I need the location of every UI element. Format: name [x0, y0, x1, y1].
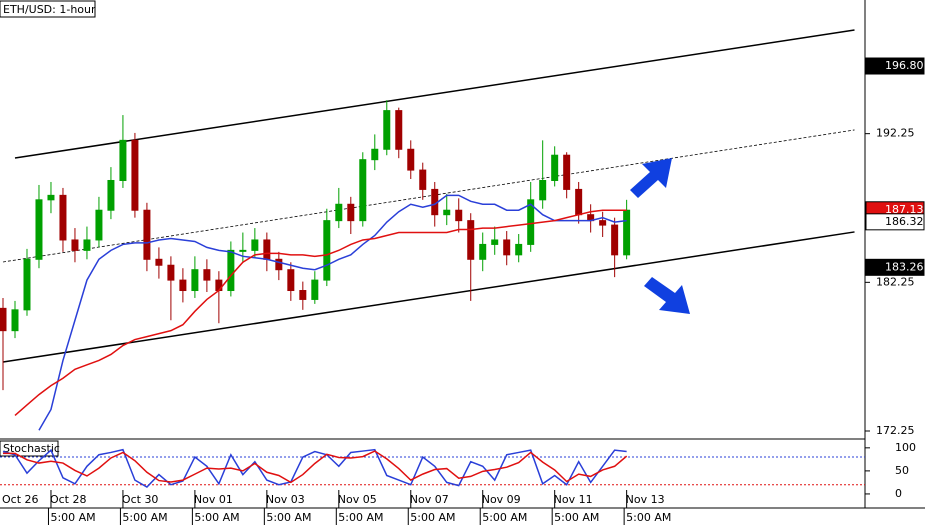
- candle-body: [119, 139, 127, 181]
- candle-body: [227, 249, 235, 292]
- x-tick-label: Nov 11: [554, 493, 593, 506]
- title-box: [0, 0, 96, 18]
- price-label-box: [865, 57, 925, 75]
- candle-body: [71, 239, 79, 251]
- candle-body: [143, 209, 151, 260]
- stochastic-tick-label: 100: [895, 441, 916, 454]
- stochastic-line: [3, 450, 628, 484]
- price-label: 186.32: [885, 215, 924, 228]
- y-tick-label: 172.25: [876, 424, 915, 437]
- price-label-box: [865, 258, 925, 276]
- candle-body: [287, 269, 295, 292]
- stochastic-tick-label: 50: [895, 464, 909, 477]
- y-tick-label: 182.25: [876, 275, 915, 288]
- y-tick-label: 192.25: [876, 127, 915, 140]
- candle-body: [395, 110, 403, 150]
- x-time-label: 5:00 AM: [410, 511, 455, 524]
- candle-body: [563, 154, 571, 190]
- candle-body: [95, 209, 103, 241]
- candle-body: [359, 159, 367, 222]
- candle-body: [251, 239, 259, 251]
- candle-body: [11, 309, 19, 332]
- candle-body: [191, 269, 199, 292]
- candle-body: [167, 264, 175, 281]
- candle-body: [551, 154, 559, 181]
- x-tick-label: Nov 13: [626, 493, 665, 506]
- candle-body: [83, 239, 91, 251]
- x-tick-label: Nov 01: [194, 493, 233, 506]
- candle-body: [323, 220, 331, 281]
- candle-body: [503, 239, 511, 256]
- candle-body: [599, 220, 607, 226]
- price-label: 187.13: [885, 203, 924, 216]
- x-tick-label: Nov 09: [482, 493, 521, 506]
- x-tick-label: Oct 30: [122, 493, 159, 506]
- price-label-box: [865, 213, 925, 231]
- candle-body: [539, 179, 547, 201]
- x-time-label: 5:00 AM: [338, 511, 383, 524]
- x-tick-label: Nov 07: [410, 493, 449, 506]
- x-time-label: 5:00 AM: [266, 511, 311, 524]
- x-tick-label: Oct 28: [50, 493, 87, 506]
- stochastic-label-box: [0, 440, 59, 457]
- candle-body: [203, 269, 211, 281]
- candle-body: [47, 194, 55, 201]
- candle-body: [467, 220, 475, 260]
- candle-body: [107, 179, 115, 211]
- candle-body: [491, 239, 499, 245]
- candle-body: [479, 243, 487, 260]
- candle-body: [59, 194, 67, 241]
- candle-body: [335, 203, 343, 222]
- x-tick-label: Nov 05: [338, 493, 377, 506]
- x-time-label: 5:00 AM: [482, 511, 527, 524]
- price-label: 196.80: [885, 59, 924, 72]
- stochastic-line: [2, 448, 627, 488]
- stochastic-tick-label: 0: [895, 487, 902, 500]
- x-time-label: 5:00 AM: [554, 511, 599, 524]
- candle-body: [407, 148, 415, 171]
- candle-body: [383, 110, 391, 150]
- x-time-label: 5:00 AM: [50, 511, 95, 524]
- candle-body: [419, 169, 427, 190]
- candle-body: [239, 249, 247, 252]
- down-arrow: [644, 277, 690, 314]
- trendline: [2, 129, 855, 263]
- candle-body: [527, 199, 535, 245]
- candle-body: [23, 258, 31, 311]
- chart-title: ETH/USD: 1-hour: [3, 3, 96, 16]
- candle-body: [455, 209, 463, 222]
- candle-body: [263, 239, 271, 260]
- candle-body: [0, 307, 7, 332]
- candle-body: [443, 209, 451, 216]
- candle-body: [311, 279, 319, 300]
- candle-body: [575, 188, 583, 216]
- candle-body: [611, 224, 619, 256]
- price-label: 183.26: [885, 260, 924, 273]
- up-arrow: [630, 158, 672, 198]
- candle-body: [371, 148, 379, 161]
- price-panel: [0, 29, 855, 431]
- candle-body: [35, 199, 43, 260]
- x-time-label: 5:00 AM: [122, 511, 167, 524]
- x-tick-label: Oct 26: [2, 493, 39, 506]
- candle-body: [155, 258, 163, 266]
- trendline: [2, 231, 855, 363]
- moving-average: [14, 209, 627, 416]
- candle-body: [347, 203, 355, 222]
- candle-body: [299, 290, 307, 300]
- x-time-label: 5:00 AM: [194, 511, 239, 524]
- moving-average: [38, 194, 627, 431]
- x-tick-label: Nov 03: [266, 493, 305, 506]
- trendline: [14, 29, 855, 159]
- candle-body: [623, 209, 631, 256]
- candle-body: [179, 279, 187, 292]
- candle-body: [515, 243, 523, 256]
- x-time-label: 5:00 AM: [626, 511, 671, 524]
- candle-body: [275, 258, 283, 271]
- stochastic-label: Stochastic: [3, 442, 60, 455]
- candle-body: [131, 139, 139, 211]
